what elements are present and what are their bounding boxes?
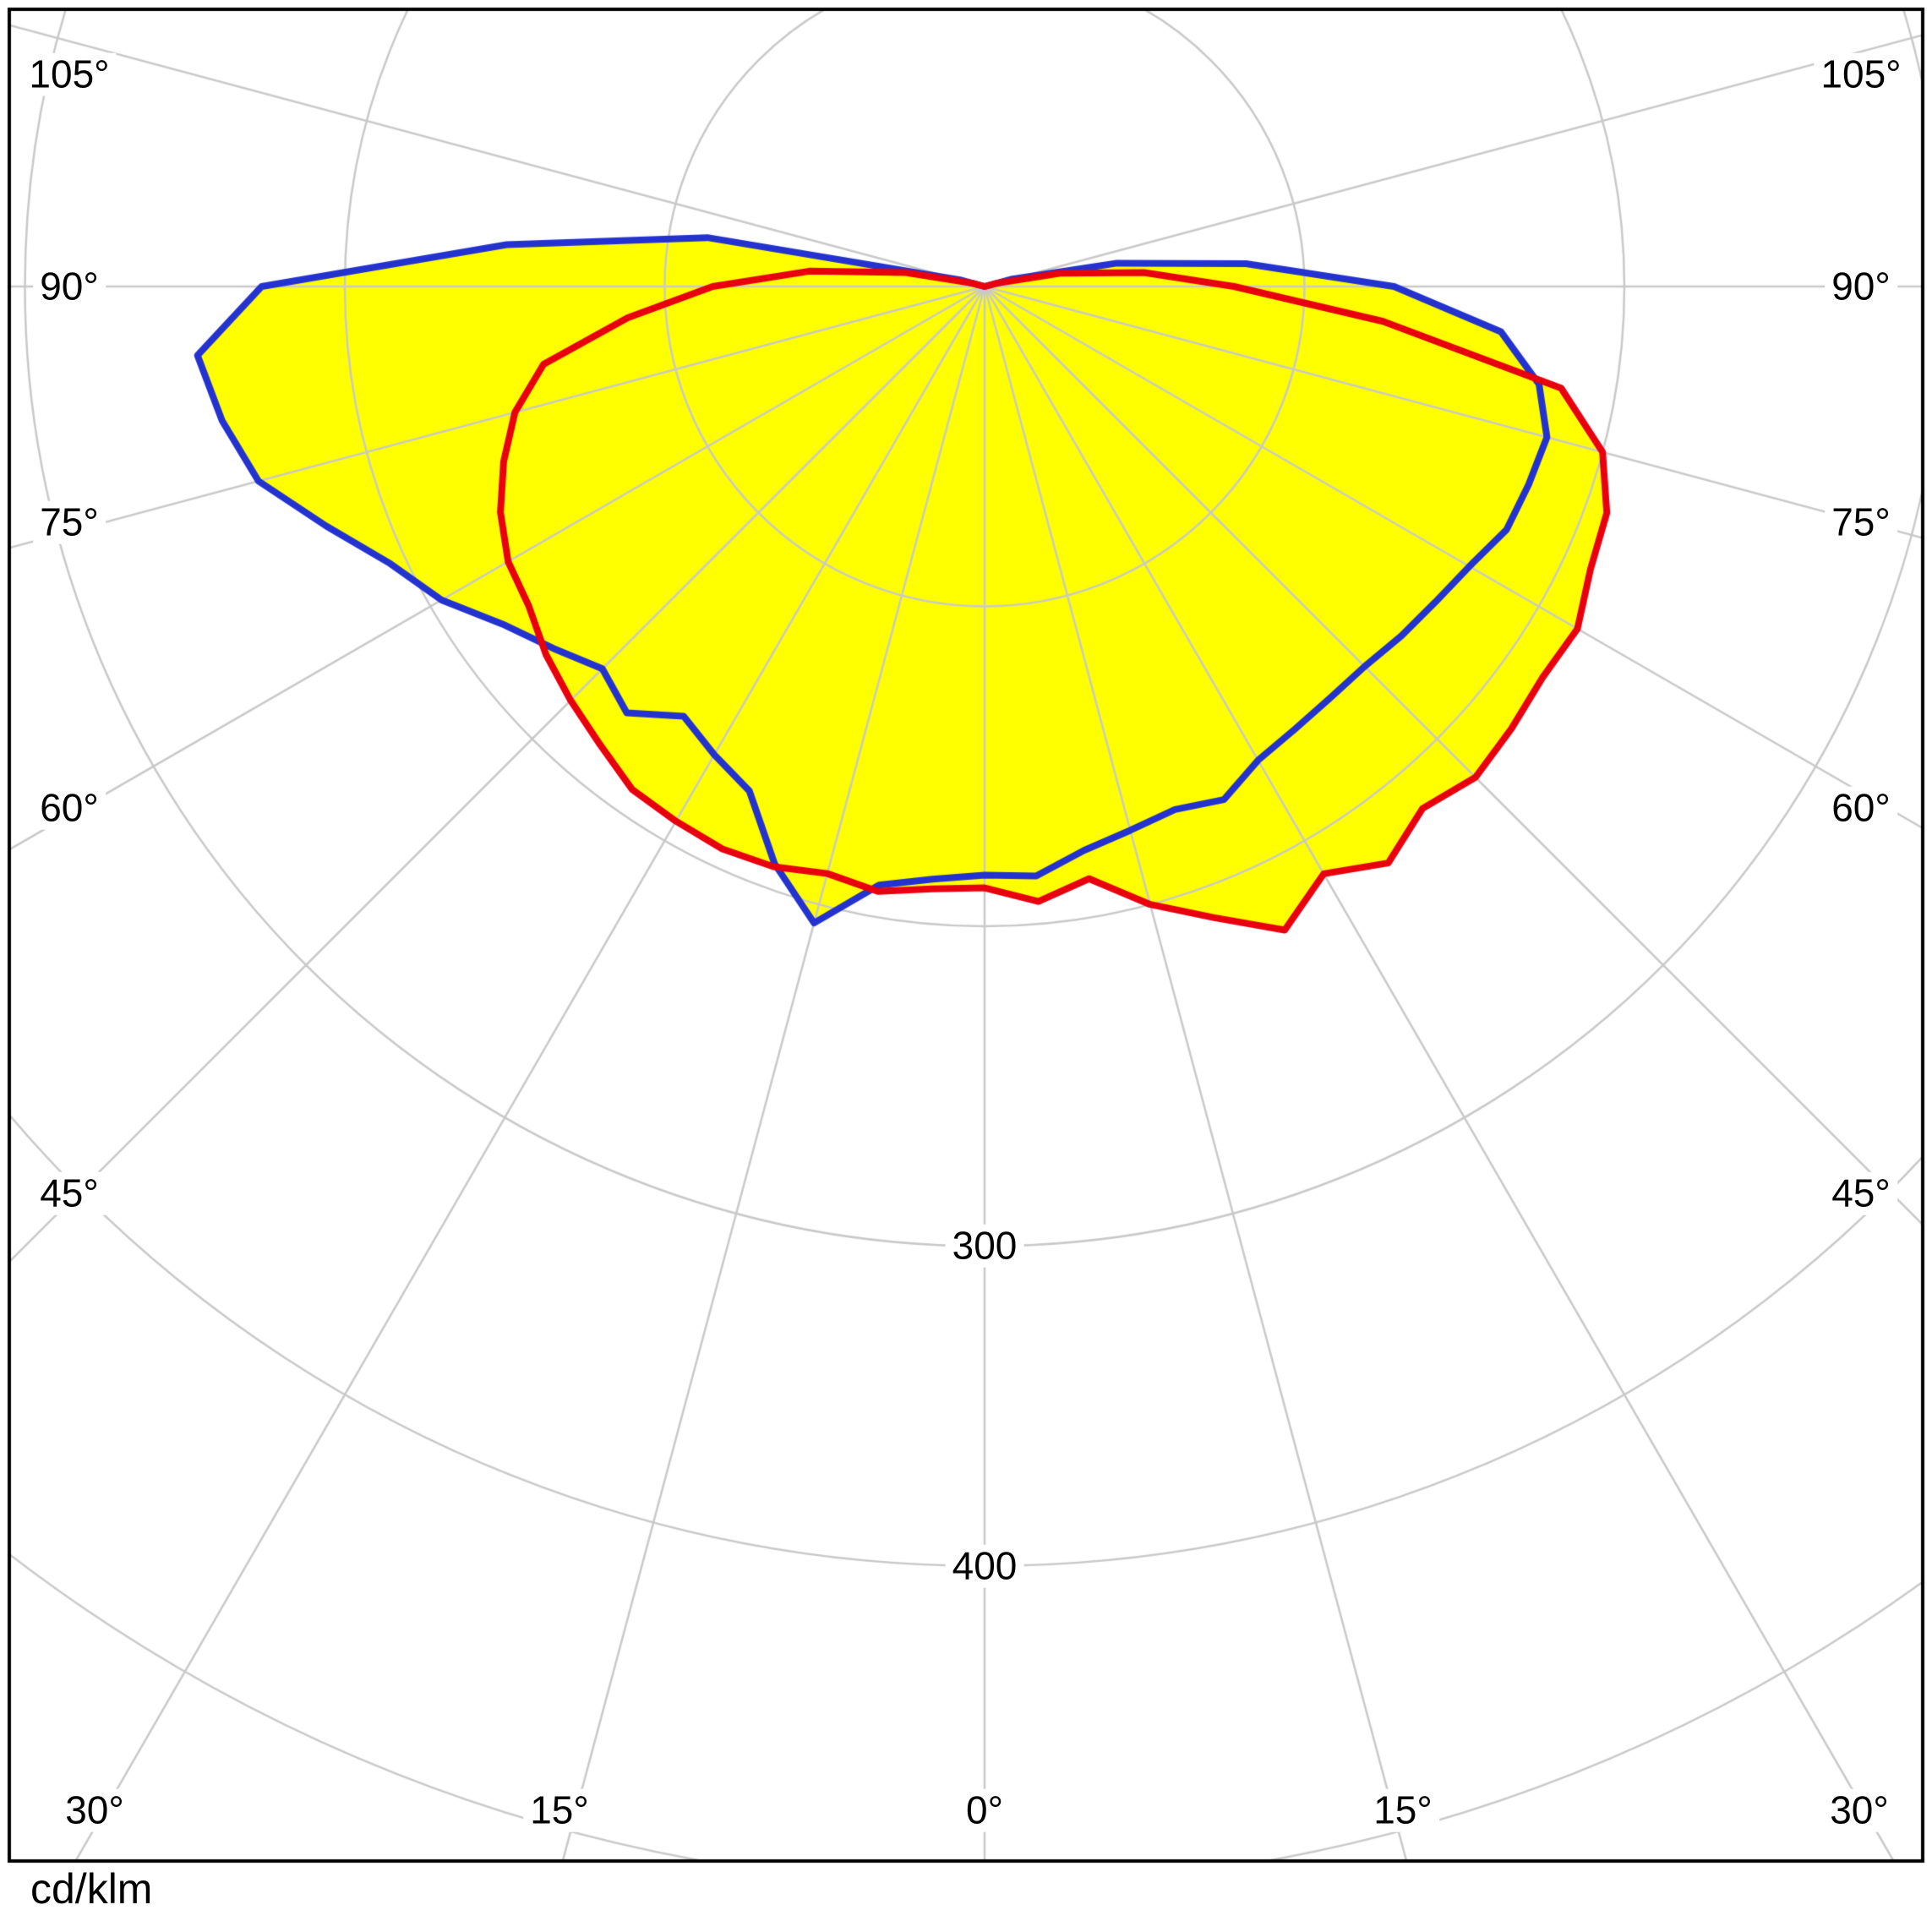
radial-label-400: 400 <box>945 1545 1024 1588</box>
angle-label-left-105: 105° <box>22 53 117 96</box>
angle-label-left-45: 45° <box>33 1172 106 1215</box>
angle-label-right-90: 90° <box>1825 265 1897 308</box>
angle-label-bottom-30-right: 30° <box>1823 1789 1896 1832</box>
angle-label-bottom-0: 0° <box>959 1789 1010 1832</box>
angle-label-left-60: 60° <box>33 787 106 830</box>
angle-label-bottom-15-right: 15° <box>1367 1789 1439 1832</box>
angle-label-left-75: 75° <box>33 501 106 544</box>
angle-label-right-45: 45° <box>1825 1172 1897 1215</box>
angle-label-left-90: 90° <box>33 265 106 308</box>
angle-label-bottom-30-left: 30° <box>58 1789 131 1832</box>
unit-label: cd/klm <box>30 1865 153 1913</box>
angle-label-bottom-15-left: 15° <box>523 1789 596 1832</box>
angle-label-right-75: 75° <box>1825 501 1897 544</box>
angle-label-right-60: 60° <box>1825 787 1897 830</box>
radial-label-300: 300 <box>945 1225 1024 1268</box>
angle-label-right-105: 105° <box>1814 53 1908 96</box>
